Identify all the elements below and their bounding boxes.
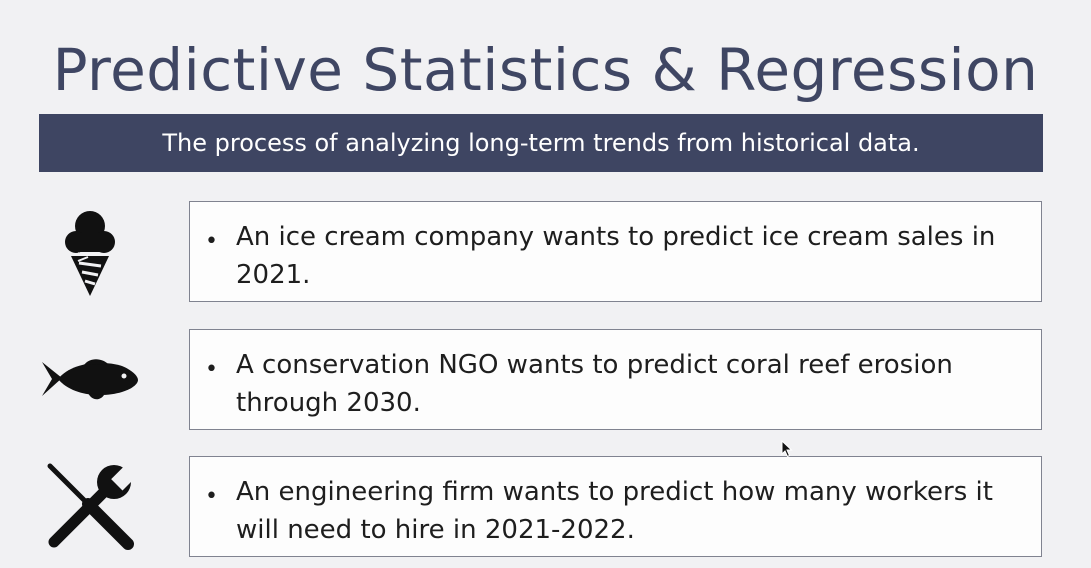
example-card-tools: • An engineering firm wants to predict h… (189, 456, 1042, 557)
mouse-pointer-icon (781, 439, 793, 462)
example-card-fish: • A conservation NGO wants to predict co… (189, 329, 1042, 430)
tools-icon (44, 460, 136, 552)
example-card-ice-cream: • An ice cream company wants to predict … (189, 201, 1042, 302)
bullet-marker: • (205, 484, 218, 509)
bullet-marker: • (205, 357, 218, 382)
example-text: A conservation NGO wants to predict cora… (236, 350, 953, 418)
ice-cream-icon (62, 208, 118, 298)
example-text: An engineering firm wants to predict how… (236, 477, 993, 545)
fish-icon (40, 356, 140, 404)
subtitle-text: The process of analyzing long-term trend… (162, 129, 920, 157)
slide-title: Predictive Statistics & Regression (52, 36, 1039, 104)
subtitle-banner: The process of analyzing long-term trend… (39, 114, 1043, 172)
example-text: An ice cream company wants to predict ic… (236, 222, 996, 290)
bullet-marker: • (205, 229, 218, 254)
